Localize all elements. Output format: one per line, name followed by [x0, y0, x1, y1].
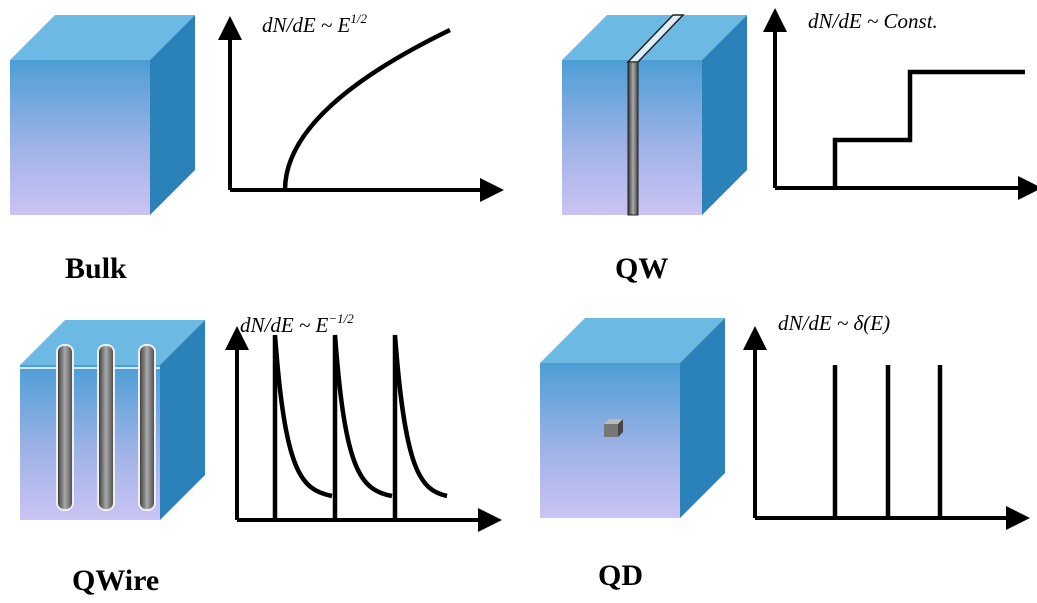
- bulk-cube: [10, 15, 195, 215]
- label: QWire: [72, 564, 159, 597]
- bulk-graph: [218, 16, 504, 202]
- formula: dN/dE ~ E−1/2: [240, 311, 354, 337]
- qw-graph: [763, 8, 1037, 200]
- qd-graph: [743, 326, 1030, 530]
- quantum-dot: [604, 419, 623, 437]
- qwire-graph: [225, 326, 502, 532]
- quantum-wires: [20, 344, 160, 511]
- label: Bulk: [65, 252, 127, 285]
- qd-cube: [540, 318, 725, 518]
- label: QD: [598, 559, 643, 592]
- formula: dN/dE ~ E1/2: [262, 11, 367, 37]
- quantum-well-slab: [626, 14, 685, 216]
- formula: dN/dE ~ Const.: [808, 9, 938, 33]
- formula: dN/dE ~ δ(E): [778, 311, 890, 335]
- label: QW: [615, 252, 668, 285]
